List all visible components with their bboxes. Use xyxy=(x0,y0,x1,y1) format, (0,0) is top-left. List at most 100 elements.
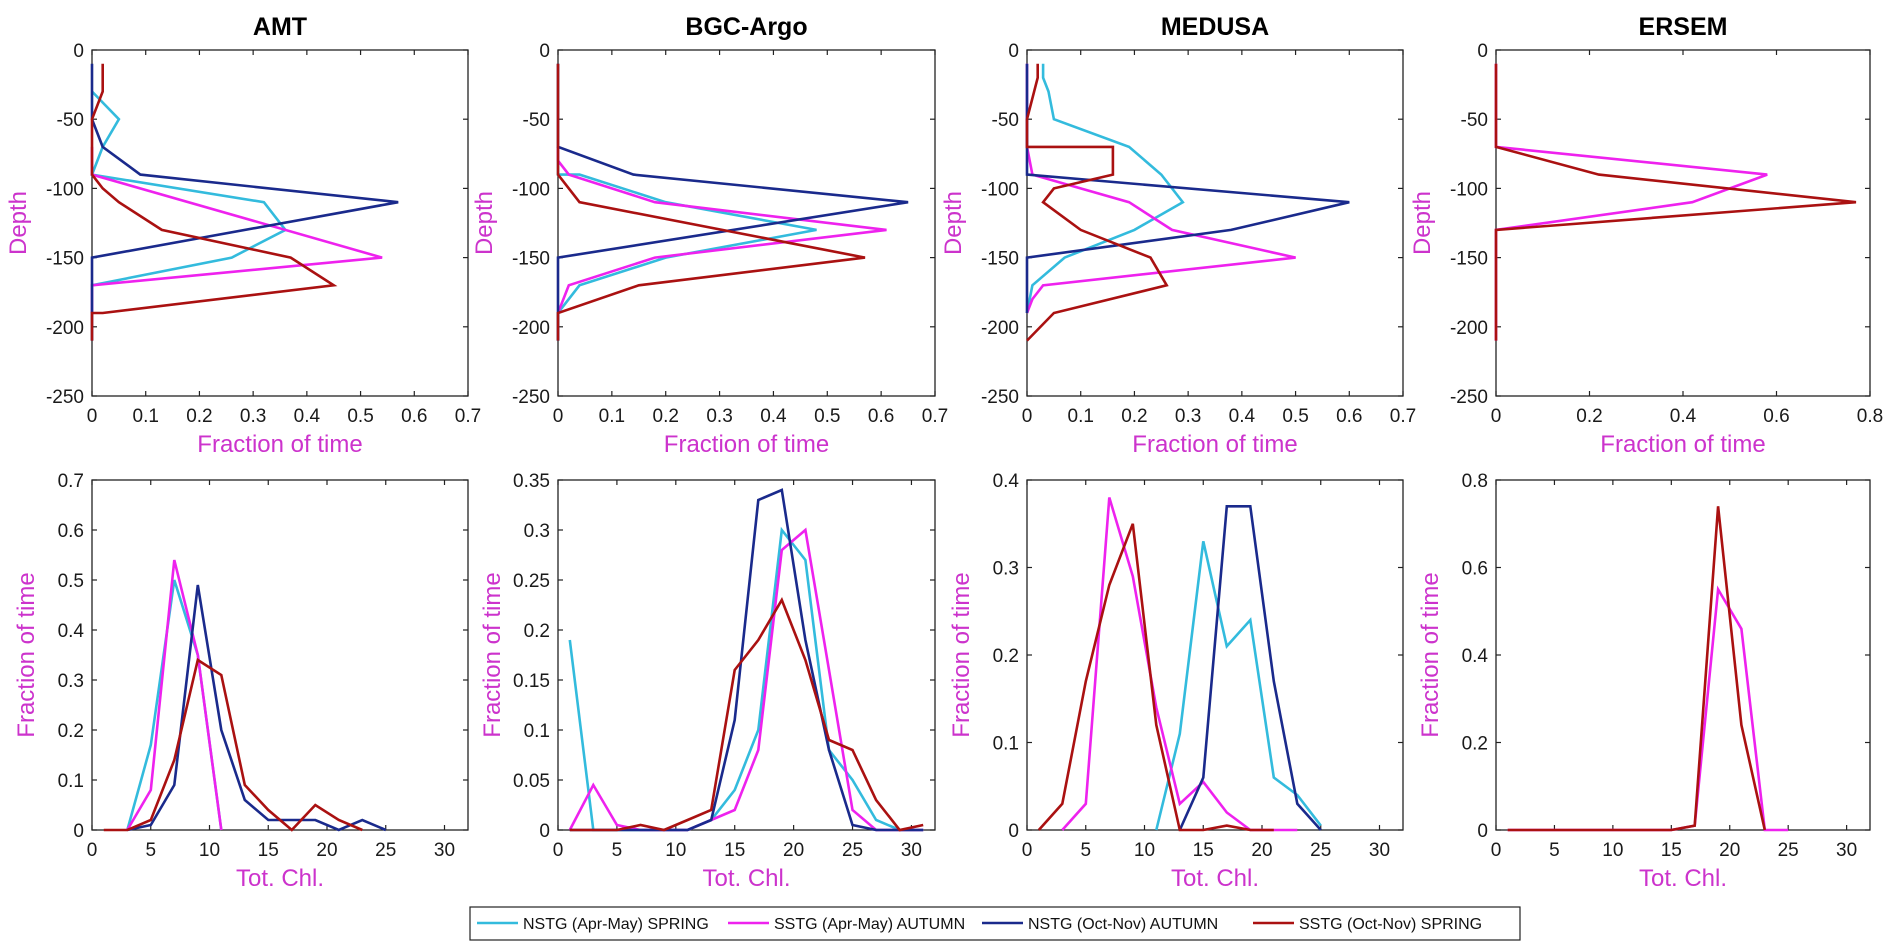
chart-6-ytick-label: 0.3 xyxy=(993,559,1019,580)
chart-3-xtick-label: 0.2 xyxy=(1576,406,1602,427)
chart-2-series-nstg-oct-nov-autumn xyxy=(1025,63,1350,313)
chart-7-ytick-label: 0.4 xyxy=(1462,646,1489,667)
chart-0-xtick-label: 0.2 xyxy=(186,406,212,427)
chart-6-ytick-label: 0 xyxy=(1008,821,1019,842)
chart-6-xtick-label: 25 xyxy=(1310,840,1331,861)
chart-4-ytick-label: 0.1 xyxy=(58,771,84,792)
chart-2-ytick-label: -150 xyxy=(981,249,1019,270)
chart-0-series-nstg-oct-nov-autumn xyxy=(90,63,399,341)
chart-4-series-sstg-apr-may-autumn xyxy=(126,559,223,831)
chart-0-ylabel: Depth xyxy=(5,191,32,255)
chart-0-xtick-label: 0.3 xyxy=(240,406,266,427)
chart-5-ytick-label: 0.35 xyxy=(513,471,550,492)
chart-7-xtick-label: 30 xyxy=(1836,840,1857,861)
chart-3-title: ERSEM xyxy=(1639,13,1728,41)
chart-2-xtick-label: 0.7 xyxy=(1390,406,1416,427)
chart-2-xtick-label: 0.4 xyxy=(1229,406,1256,427)
legend-label-0: NSTG (Apr-May) SPRING xyxy=(523,916,709,933)
chart-4: 0 5 10 15 20 25 30 0 0.1 0.2 0.3 0.4 0.5 0.6 0.7 Tot. C… xyxy=(13,471,469,892)
chart-1-xtick-label: 0 xyxy=(553,406,564,427)
chart-2-xlabel: Fraction of time xyxy=(1132,431,1297,458)
chart-7-xtick-label: 0 xyxy=(1491,840,1502,861)
chart-0-ytick-label: -100 xyxy=(46,179,84,200)
chart-5-ytick-label: 0.2 xyxy=(524,621,550,642)
chart-1-ytick-label: -250 xyxy=(512,387,550,408)
chart-3-xtick-label: 0.4 xyxy=(1670,406,1697,427)
chart-4-xtick-label: 20 xyxy=(316,840,337,861)
chart-0-xtick-label: 0.7 xyxy=(455,406,481,427)
chart-4-series-nstg-oct-nov-autumn xyxy=(127,584,387,832)
chart-6-series-sstg-apr-may-autumn xyxy=(1061,497,1298,832)
chart-0-ytick-label: -200 xyxy=(46,318,84,339)
chart-2-ylabel: Depth xyxy=(940,191,967,255)
chart-1-ytick-label: -100 xyxy=(512,179,550,200)
chart-1-ylabel: Depth xyxy=(471,191,498,255)
chart-3-xtick-label: 0.6 xyxy=(1763,406,1789,427)
chart-0-title: AMT xyxy=(253,13,307,41)
chart-4-ytick-label: 0.7 xyxy=(58,471,84,492)
chart-5-ytick-label: 0.1 xyxy=(524,721,550,742)
chart-4-xtick-label: 10 xyxy=(199,840,220,861)
chart-2-xtick-label: 0 xyxy=(1022,406,1033,427)
chart-1-ytick-label: -50 xyxy=(523,110,550,131)
chart-2-ytick-label: -200 xyxy=(981,318,1019,339)
chart-6-xtick-label: 30 xyxy=(1369,840,1390,861)
chart-0-ytick-label: -150 xyxy=(46,249,84,270)
chart-5-ytick-label: 0.15 xyxy=(513,671,550,692)
chart-7-ytick-label: 0 xyxy=(1477,821,1488,842)
chart-1-ytick-label: 0 xyxy=(539,41,550,62)
chart-6-ytick-label: 0.4 xyxy=(993,471,1020,492)
chart-1-xtick-label: 0.7 xyxy=(922,406,948,427)
chart-5-series-sstg-oct-nov-spring xyxy=(569,597,924,832)
chart-7-xtick-label: 25 xyxy=(1778,840,1799,861)
chart-6-xtick-label: 10 xyxy=(1134,840,1155,861)
chart-1-title: BGC-Argo xyxy=(685,13,807,41)
chart-3-xtick-label: 0 xyxy=(1491,406,1502,427)
chart-0-xtick-label: 0.5 xyxy=(347,406,373,427)
chart-7-ytick-label: 0.6 xyxy=(1462,559,1488,580)
chart-1-xtick-label: 0.3 xyxy=(706,406,732,427)
chart-1-ytick-label: -200 xyxy=(512,318,550,339)
chart-0-series-nstg-apr-may-spring xyxy=(90,90,288,287)
chart-1-xtick-label: 0.6 xyxy=(868,406,894,427)
chart-3-ytick-label: -250 xyxy=(1450,387,1488,408)
chart-2-series-sstg-oct-nov-spring xyxy=(1025,63,1169,342)
chart-7-ytick-label: 0.2 xyxy=(1462,734,1488,755)
chart-0-axes-frame xyxy=(91,49,469,397)
chart-5-series-nstg-oct-nov-autumn xyxy=(569,488,924,832)
chart-7-axes-frame xyxy=(1495,479,1871,831)
chart-5-xtick-label: 15 xyxy=(724,840,745,861)
chart-1-series-nstg-oct-nov-autumn xyxy=(556,63,909,341)
chart-5-ytick-label: 0 xyxy=(539,821,550,842)
legend: NSTG (Apr-May) SPRING SSTG (Apr-May) AUT… xyxy=(469,906,1521,941)
chart-5-ylabel: Fraction of time xyxy=(479,572,506,737)
chart-6: 0 5 10 15 20 25 30 0 0.1 0.2 0.3 0.4 Tot. Chl. Fracti… xyxy=(948,471,1404,892)
chart-1-xtick-label: 0.1 xyxy=(599,406,625,427)
chart-1-axes-frame xyxy=(557,49,936,397)
chart-6-xtick-label: 20 xyxy=(1251,840,1272,861)
chart-3-ylabel: Depth xyxy=(1409,191,1436,255)
chart-6-xtick-label: 0 xyxy=(1022,840,1033,861)
chart-4-ytick-label: 0.6 xyxy=(58,521,84,542)
chart-4-xtick-label: 30 xyxy=(434,840,455,861)
chart-2-ytick-label: 0 xyxy=(1008,41,1019,62)
chart-1-xtick-label: 0.5 xyxy=(814,406,840,427)
chart-4-xlabel: Tot. Chl. xyxy=(236,865,324,892)
chart-4-ytick-label: 0.5 xyxy=(58,571,84,592)
chart-4-series-nstg-apr-may-spring xyxy=(126,579,223,831)
chart-0-ytick-label: -50 xyxy=(57,110,84,131)
chart-4-ytick-label: 0.2 xyxy=(58,721,84,742)
chart-1-series-sstg-oct-nov-spring xyxy=(556,63,866,341)
chart-3-ytick-label: -50 xyxy=(1461,110,1488,131)
chart-4-xtick-label: 25 xyxy=(375,840,396,861)
chart-7-series-sstg-oct-nov-spring xyxy=(1507,506,1767,832)
chart-6-xlabel: Tot. Chl. xyxy=(1171,865,1259,892)
chart-2-ytick-label: -100 xyxy=(981,179,1019,200)
chart-5-xtick-label: 0 xyxy=(553,840,564,861)
chart-7-xtick-label: 15 xyxy=(1661,840,1682,861)
chart-0-xtick-label: 0 xyxy=(87,406,98,427)
chart-6-series-nstg-apr-may-spring xyxy=(1155,541,1322,831)
chart-6-xtick-label: 15 xyxy=(1193,840,1214,861)
chart-3-ytick-label: 0 xyxy=(1477,41,1488,62)
